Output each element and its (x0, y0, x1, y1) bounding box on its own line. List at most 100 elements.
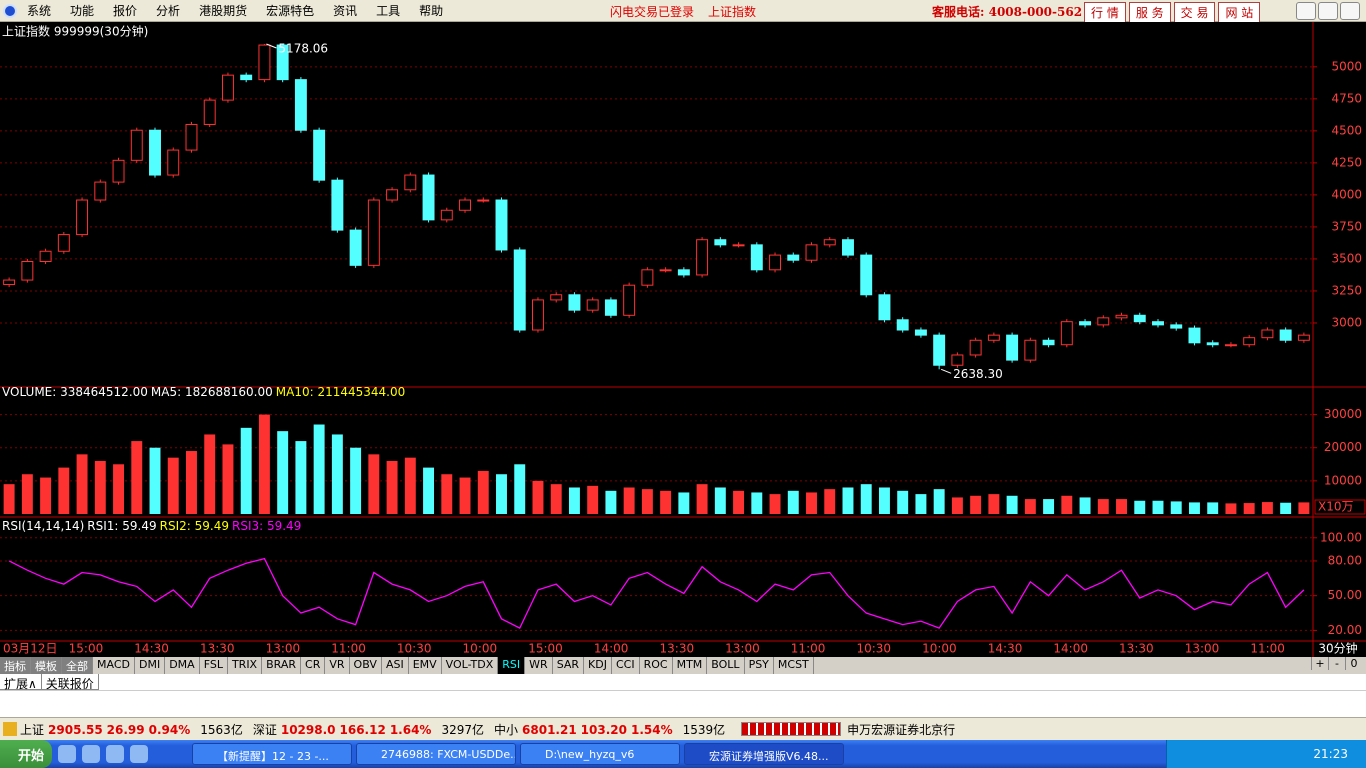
quick-icon[interactable] (58, 745, 76, 763)
notices: 闪电交易已登录 上证指数 (610, 3, 770, 20)
tab[interactable]: 模板 (31, 657, 62, 674)
tab-control[interactable]: - (1328, 657, 1345, 670)
x-tick-label: 11:00 (791, 642, 826, 656)
minimize[interactable] (1296, 2, 1316, 20)
menu-item[interactable]: 港股期货 (199, 4, 248, 18)
indicator-tab[interactable]: SAR (553, 657, 585, 674)
x-tick-label: 15:00 (69, 642, 104, 656)
volume-bar (514, 464, 526, 514)
quick-icon[interactable] (130, 745, 148, 763)
close[interactable] (1340, 2, 1360, 20)
annotation-arrow (940, 368, 952, 374)
volume-bar (806, 492, 817, 514)
volume-bar (587, 485, 599, 514)
notice[interactable]: 上证指数 (708, 5, 757, 19)
indicator-tab[interactable]: WR (525, 657, 553, 674)
menu-item[interactable]: 功能 (70, 4, 95, 18)
menu-item[interactable]: 帮助 (419, 4, 444, 18)
volume-bar (1116, 499, 1127, 514)
top-button[interactable]: 行 情 (1084, 2, 1126, 23)
indicator-tab[interactable]: DMI (135, 657, 166, 674)
candle-body (1097, 317, 1110, 326)
meter (741, 722, 842, 736)
candle-body (860, 254, 873, 296)
legend: RSI(14,14,14) RSI1: 59.49 RSI2: 59.49 RSI3:… (2, 519, 301, 533)
quote-amount: 3297亿 (441, 722, 484, 737)
indicator-tab[interactable]: CR (301, 657, 326, 674)
indicator-tab[interactable]: RSI (498, 657, 526, 674)
indicator-tab[interactable]: VR (325, 657, 350, 674)
sub-tab[interactable]: 扩展∧ (0, 674, 42, 691)
indicator-tab[interactable]: BRAR (262, 657, 302, 674)
legend-item: RSI3: 59.49 (232, 519, 301, 533)
volume-bar (532, 480, 544, 514)
volume-bar (277, 431, 289, 514)
sub-tab[interactable]: 关联报价 (41, 674, 99, 691)
task[interactable]: D:\new_hyzq_v6 (520, 743, 680, 765)
quote: 中小 6801.21 103.20 1.54% 1539亿 (494, 721, 725, 738)
task[interactable]: 2746988: FXCM-USDDe... (356, 743, 516, 765)
restore[interactable] (1318, 2, 1338, 20)
branch: 申万宏源证券北京行 (847, 722, 956, 737)
indicator-tab[interactable]: KDJ (584, 657, 612, 674)
task[interactable]: 宏源证券增强版V6.48... (684, 743, 844, 765)
candle-body (21, 260, 34, 281)
indicator-tab[interactable]: MACD (93, 657, 135, 674)
menu-item[interactable]: 资讯 (333, 4, 358, 18)
candle-body (933, 334, 946, 366)
indicator-tab[interactable]: BOLL (707, 657, 745, 674)
volume-bar (641, 489, 653, 514)
indicator-tab[interactable]: ASI (382, 657, 409, 674)
quote-change: 103.20 (580, 722, 627, 737)
hotline: 客服电话: 4008-000-562 (932, 5, 1083, 19)
menu-item[interactable]: 工具 (376, 4, 401, 18)
quick-icon[interactable] (82, 745, 100, 763)
volume-bar (678, 492, 690, 514)
candle-body (769, 254, 782, 271)
app-logo[interactable] (3, 3, 17, 18)
menu-item[interactable]: 宏源特色 (266, 4, 315, 18)
top-button[interactable]: 网 站 (1218, 2, 1261, 23)
tab-control[interactable]: + (1311, 657, 1328, 670)
rsi-line (8, 557, 1305, 629)
indicator-tab[interactable]: OBV (350, 657, 382, 674)
top-button[interactable]: 交 易 (1173, 2, 1216, 23)
candle-body (1024, 339, 1037, 361)
menu-item[interactable]: 系统 (27, 4, 52, 18)
indicator-tab[interactable]: EMV (409, 657, 442, 674)
candle-body (1261, 329, 1274, 339)
y-tick-label: 5000 (1331, 59, 1362, 73)
top-button[interactable]: 服 务 (1128, 2, 1171, 23)
indicator-tab[interactable]: VOL-TDX (442, 657, 499, 674)
indicator-tab[interactable]: DMA (165, 657, 200, 674)
start-button[interactable]: 开始 (0, 740, 52, 768)
candle-body (1188, 327, 1201, 344)
tab[interactable]: 指标 (0, 657, 31, 674)
menu-item[interactable]: 报价 (113, 4, 138, 18)
indicator-tab[interactable]: FSL (200, 657, 228, 674)
candle-body (1297, 334, 1310, 341)
y-tick-label: 4750 (1331, 91, 1362, 105)
indicator-tab[interactable]: ROC (640, 657, 673, 674)
x-tick-label: 13:30 (200, 642, 235, 656)
quick-icon[interactable] (106, 745, 124, 763)
volume-bar (897, 490, 909, 514)
volume-bar (313, 424, 325, 514)
tab[interactable]: 全部 (62, 657, 93, 674)
volume-bar (459, 477, 471, 514)
x-tick-label: 10:30 (856, 642, 891, 656)
candle-body (823, 239, 836, 246)
candle-body (422, 174, 435, 221)
candle-body (367, 199, 380, 266)
tab-control[interactable]: 0 (1345, 657, 1362, 670)
menu-item[interactable]: 分析 (156, 4, 181, 18)
indicator-tab[interactable]: MCST (774, 657, 814, 674)
candle-body (623, 284, 636, 316)
indicator-tab[interactable]: PSY (745, 657, 774, 674)
indicator-tab[interactable]: TRIX (228, 657, 263, 674)
task[interactable]: 【新提醒】12 - 23 -... (192, 743, 352, 765)
indicator-tab[interactable]: CCI (612, 657, 640, 674)
candle-body (696, 239, 709, 276)
indicator-tab[interactable]: MTM (673, 657, 708, 674)
notice[interactable]: 闪电交易已登录 (610, 5, 695, 19)
